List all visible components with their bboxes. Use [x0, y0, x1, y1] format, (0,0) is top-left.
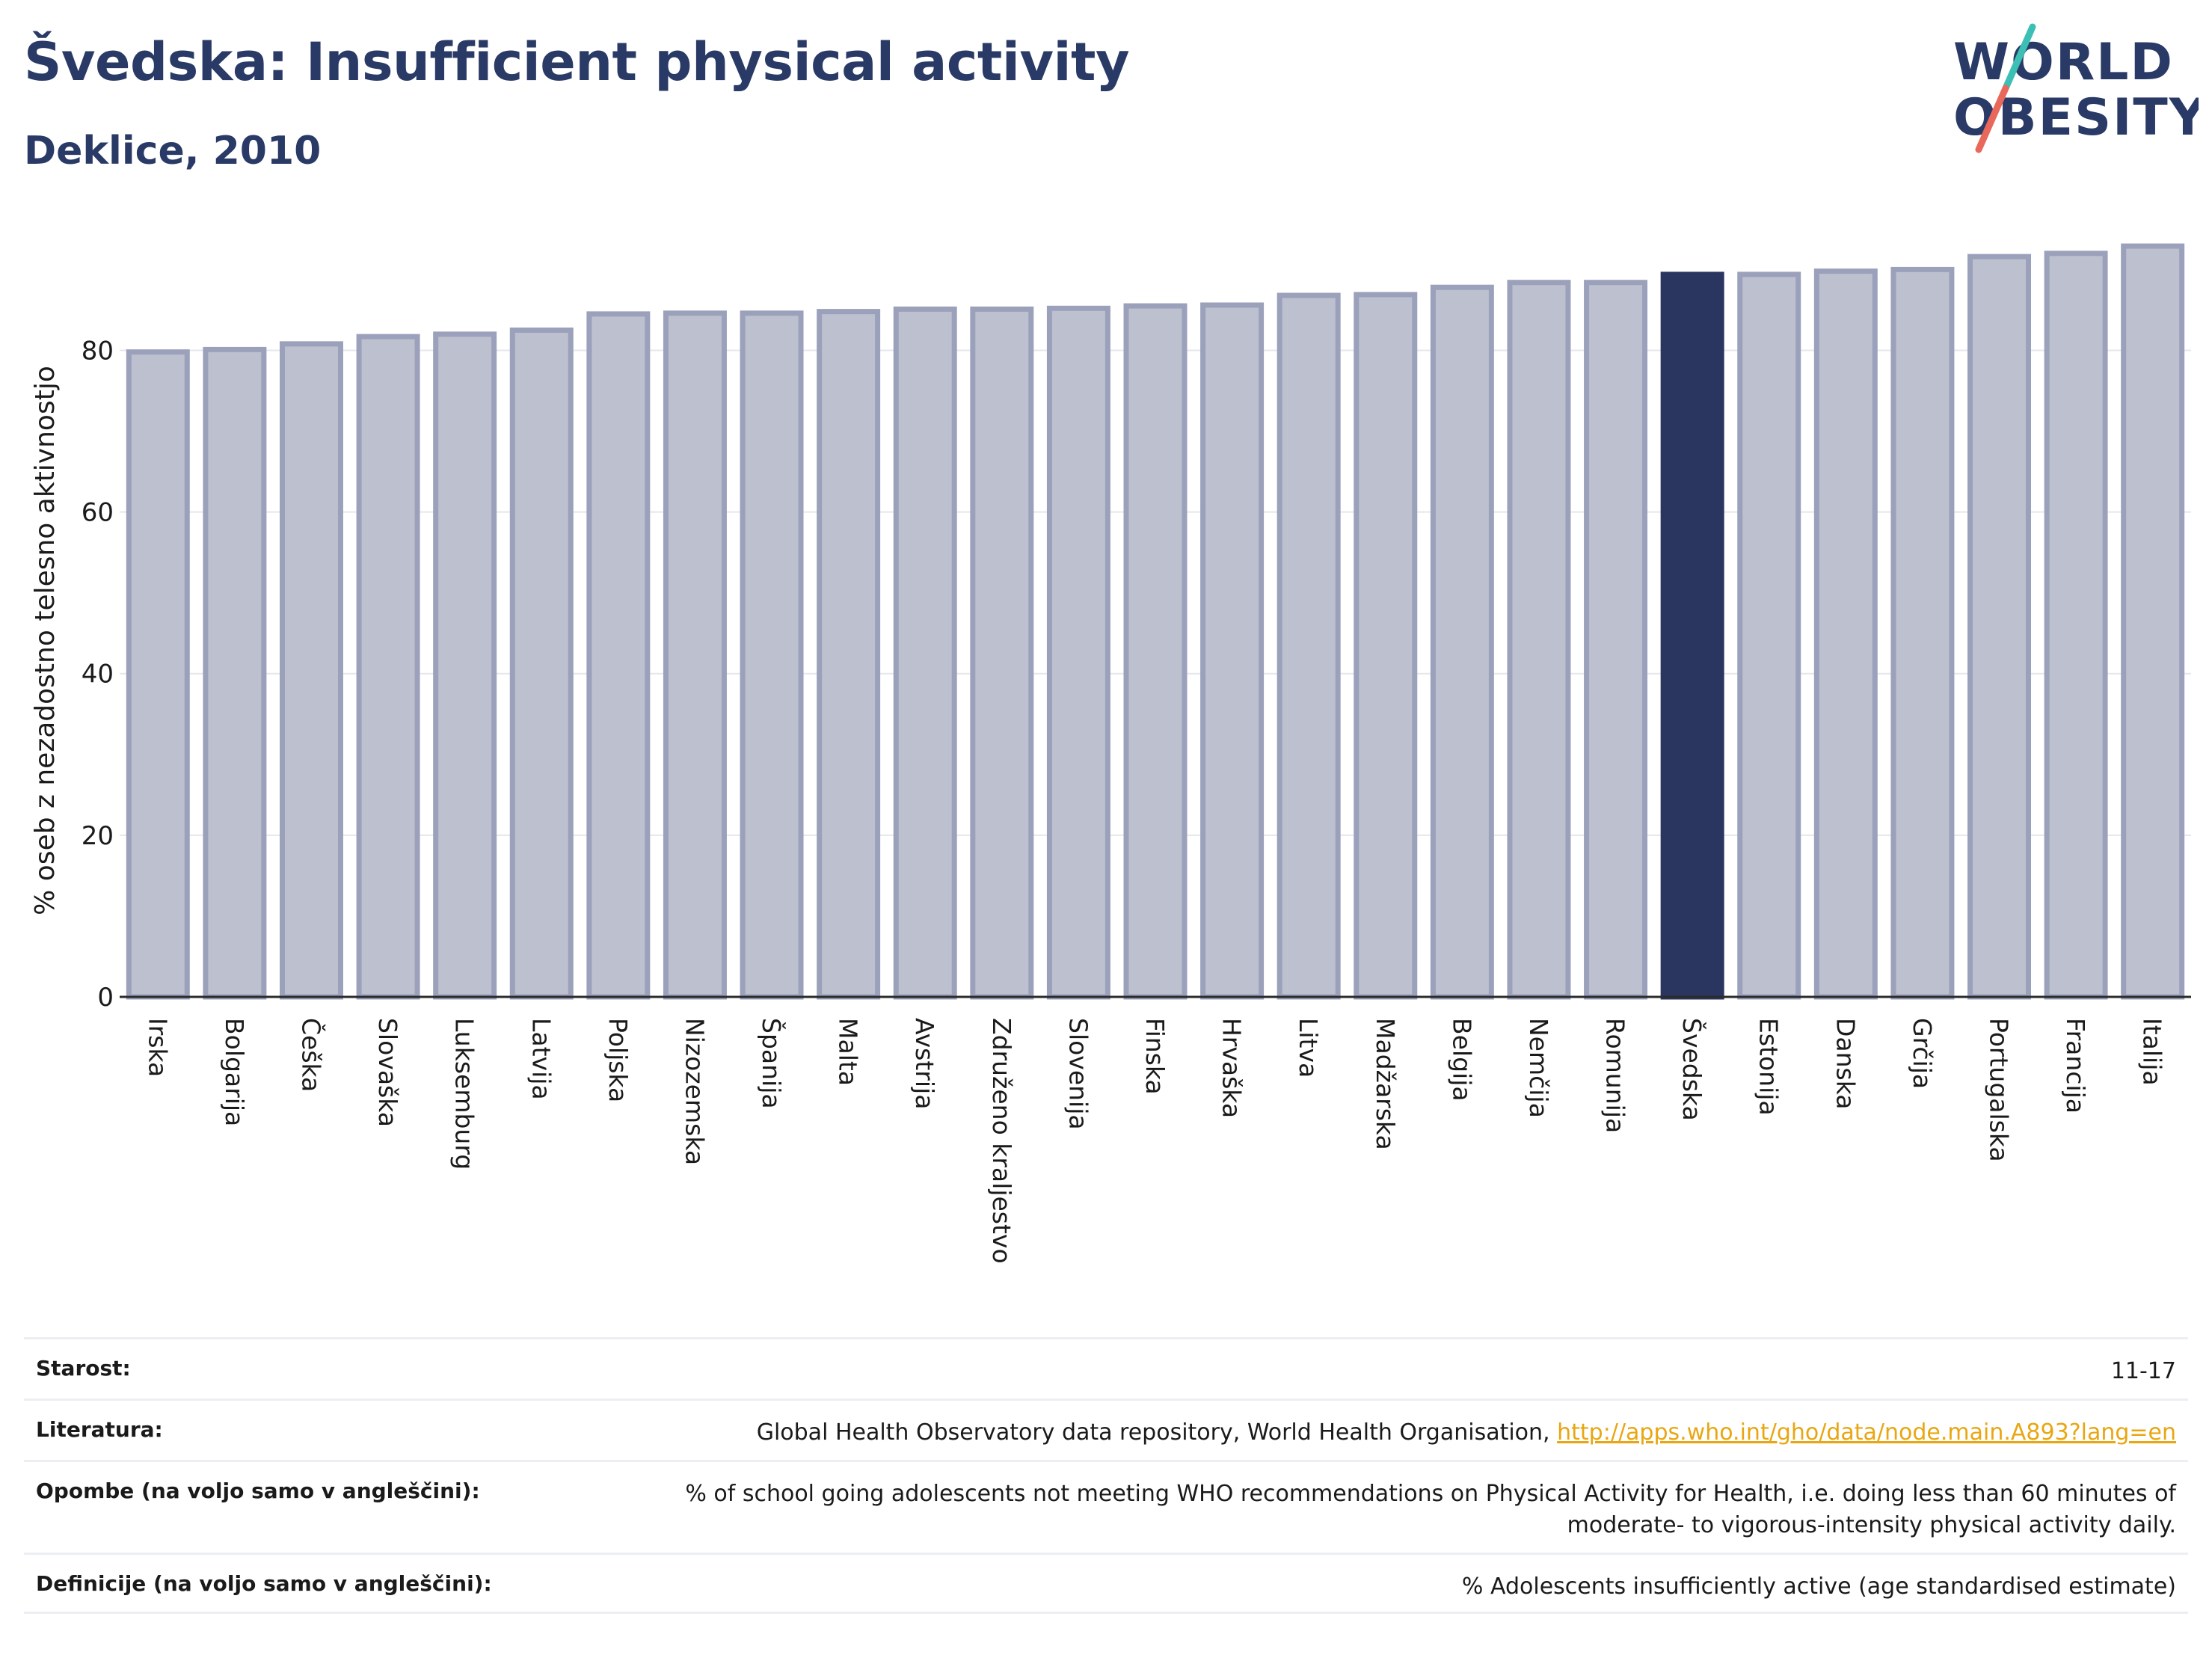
bar: [509, 327, 574, 1000]
y-tick-label: 0: [97, 983, 114, 1013]
bar: [1813, 268, 1878, 1000]
x-tick-label: Francija: [2061, 1018, 2090, 1114]
x-tick-label: Italija: [2138, 1018, 2167, 1086]
bar: [356, 334, 420, 1000]
bar: [1200, 302, 1265, 1000]
info-row-definitions: Definicije (na voljo samo v angleščini):…: [24, 1553, 2188, 1614]
bar: [279, 341, 343, 1000]
bar: [126, 349, 190, 1000]
y-axis-label: % oseb z nezadostno telesno aktivnostjo: [30, 366, 61, 915]
x-tick-label: Madžarska: [1371, 1018, 1400, 1150]
info-row-literature: Literatura: Global Health Observatory da…: [24, 1398, 2188, 1460]
bar: [203, 346, 267, 1000]
x-tick-label: Slovaška: [373, 1018, 402, 1127]
x-tick-label: Združeno kraljestvo: [987, 1018, 1016, 1264]
y-tick-label: 40: [82, 660, 114, 690]
bar: [1967, 254, 2032, 1000]
bar: [433, 331, 497, 1000]
bar: [740, 310, 804, 1000]
x-tick-label: Belgija: [1447, 1018, 1476, 1102]
x-tick-label: Poljska: [603, 1018, 633, 1102]
x-tick-label: Nizozemska: [680, 1018, 709, 1165]
bar: [2121, 243, 2185, 1000]
x-tick-label: Litva: [1294, 1018, 1323, 1078]
bar: [1046, 305, 1110, 1000]
info-row-age: Starost: 11-17: [24, 1337, 2188, 1398]
x-tick-label: Latvija: [526, 1018, 556, 1100]
x-tick-label: Grčija: [1908, 1018, 1937, 1089]
bar: [970, 306, 1034, 1000]
y-tick-label: 80: [82, 336, 114, 366]
bar-chart: 0 20 40 60 80 Irska Bolgarija Češka Slovaška Luks…: [30, 243, 2191, 1264]
x-tick-label: Portugalska: [1985, 1018, 2014, 1162]
definitions-label: Definicije (na voljo samo v angleščini):: [36, 1571, 492, 1596]
bar: [1890, 266, 1955, 1000]
y-tick-label: 60: [82, 498, 114, 528]
x-tick-label: Nemčija: [1524, 1018, 1553, 1118]
bar: [1507, 280, 1571, 1000]
x-tick-label: Malta: [834, 1018, 863, 1086]
bar: [663, 310, 727, 1000]
bar: [1123, 303, 1188, 1000]
bar: [1354, 292, 1418, 1000]
info-row-notes: Opombe (na voljo samo v angleščini): % o…: [24, 1460, 2188, 1553]
bar: [817, 309, 881, 1000]
literature-value: Global Health Observatory data repositor…: [757, 1417, 2176, 1449]
bar-highlighted: [1660, 271, 1724, 1000]
x-tick-label: Estonija: [1754, 1018, 1784, 1116]
x-tick-label: Španija: [757, 1018, 787, 1109]
x-tick-label: Finska: [1140, 1018, 1170, 1095]
info-table: Starost: 11-17 Literatura: Global Health…: [24, 1337, 2188, 1614]
x-tick-label: Romunija: [1601, 1018, 1630, 1133]
x-tick-label: Slovenija: [1063, 1018, 1093, 1130]
definitions-value: % Adolescents insufficiently active (age…: [1461, 1573, 2176, 1600]
world-obesity-logo: WORLD OBESITY: [1953, 23, 2199, 153]
bar: [586, 311, 651, 1000]
x-tick-label: Švedska: [1677, 1018, 1707, 1121]
x-tick-label: Hrvaška: [1217, 1018, 1247, 1118]
x-tick-label: Avstrija: [910, 1018, 939, 1109]
notes-value: % of school going adolescents not meetin…: [685, 1481, 2176, 1538]
bar: [893, 306, 957, 1000]
literature-label: Literatura:: [36, 1417, 163, 1442]
bar: [1584, 280, 1648, 1000]
x-tick-label: Danska: [1831, 1018, 1860, 1110]
bar: [1430, 284, 1494, 1000]
literature-link[interactable]: http://apps.who.int/gho/data/node.main.A…: [1557, 1419, 2176, 1446]
bar: [2044, 251, 2108, 1000]
chart-title: Švedska: Insufficient physical activity: [24, 31, 1130, 93]
bar: [1737, 271, 1801, 1000]
logo-slash-red: [1975, 85, 2009, 153]
bar: [1276, 292, 1341, 1000]
chart-subtitle: Deklice, 2010: [24, 129, 322, 174]
x-tick-label: Irska: [143, 1018, 172, 1077]
x-tick-label: Luksemburg: [450, 1018, 479, 1170]
x-tick-label: Češka: [296, 1018, 326, 1092]
age-label: Starost:: [36, 1356, 131, 1381]
age-value: 11-17: [2110, 1358, 2176, 1384]
logo-slash-teal: [2002, 23, 2036, 92]
y-tick-label: 20: [82, 821, 114, 851]
notes-label: Opombe (na voljo samo v angleščini):: [36, 1479, 480, 1503]
logo-line1: WORLD: [1953, 33, 2174, 92]
x-tick-label: Bolgarija: [220, 1018, 249, 1126]
literature-text: Global Health Observatory data repositor…: [756, 1419, 1550, 1446]
